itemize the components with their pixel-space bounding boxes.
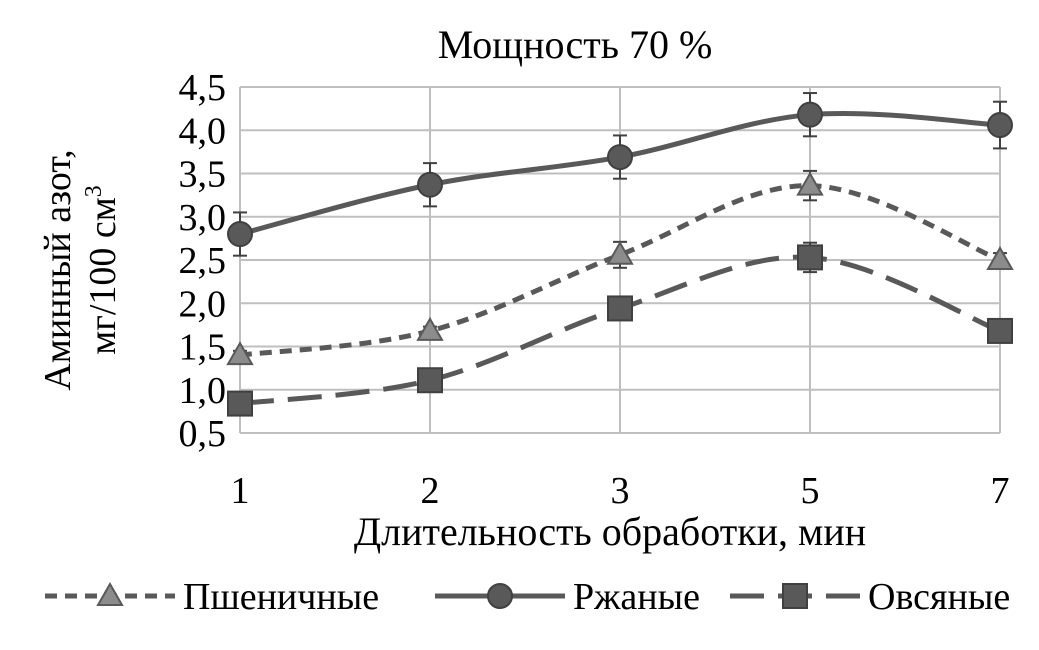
series-triangle [226,169,1014,366]
legend-item: Ржаные [435,576,700,618]
data-point [987,317,1013,344]
y-tick-labels: 0,51,01,52,02,53,03,54,04,5 [179,67,227,455]
legend-marker [96,581,124,606]
series-group [226,92,1014,417]
data-point [986,245,1014,270]
x-tick-labels: 1 2 3 5 7 [231,470,1010,512]
data-point [227,221,253,248]
chart-title: Мощность 70 % [438,22,713,67]
x-axis-label: Длительность обработки, мин [354,509,866,554]
y-tick-label: 3,5 [179,154,227,196]
legend-label: Ржаные [573,576,700,618]
data-point [987,112,1013,139]
x-tick-label: 5 [801,470,820,512]
data-point [606,240,634,265]
y-tick-label: 0,5 [179,413,227,455]
data-point [797,101,823,128]
data-point [227,390,253,417]
legend-item: Овсяные [730,576,1010,618]
data-point [416,316,444,341]
y-axis-label-line1: Аминный азот, [37,149,79,390]
x-tick-label: 1 [231,470,250,512]
y-tick-label: 4,0 [179,110,227,152]
y-tick-label: 1,5 [179,327,227,369]
data-point [797,244,823,271]
data-point [607,295,633,322]
y-axis-label-sup: 3 [81,185,107,197]
legend-marker [782,583,808,609]
x-tick-label: 7 [991,470,1010,512]
legend-label: Пшеничные [183,576,379,618]
x-tick-label: 3 [611,470,630,512]
legend: Пшеничные Ржаные Овсяные [45,576,1010,618]
y-tick-label: 1,0 [179,370,227,412]
legend-marker [487,583,513,609]
x-tick-label: 2 [421,470,440,512]
data-point [417,171,443,198]
series-square [227,241,1013,417]
data-point [607,144,633,171]
series-line [239,183,1001,358]
y-tick-label: 4,5 [179,67,227,109]
y-tick-label: 2,0 [179,283,227,325]
y-axis-label-line2: мг/100 см3 [81,185,124,355]
legend-label: Овсяные [868,576,1010,618]
data-point [796,171,824,196]
data-point [226,341,254,366]
series-circle [227,92,1013,257]
y-tick-label: 2,5 [179,240,227,282]
legend-item: Пшеничные [45,576,379,618]
data-point [417,367,443,394]
y-tick-label: 3,0 [179,197,227,239]
